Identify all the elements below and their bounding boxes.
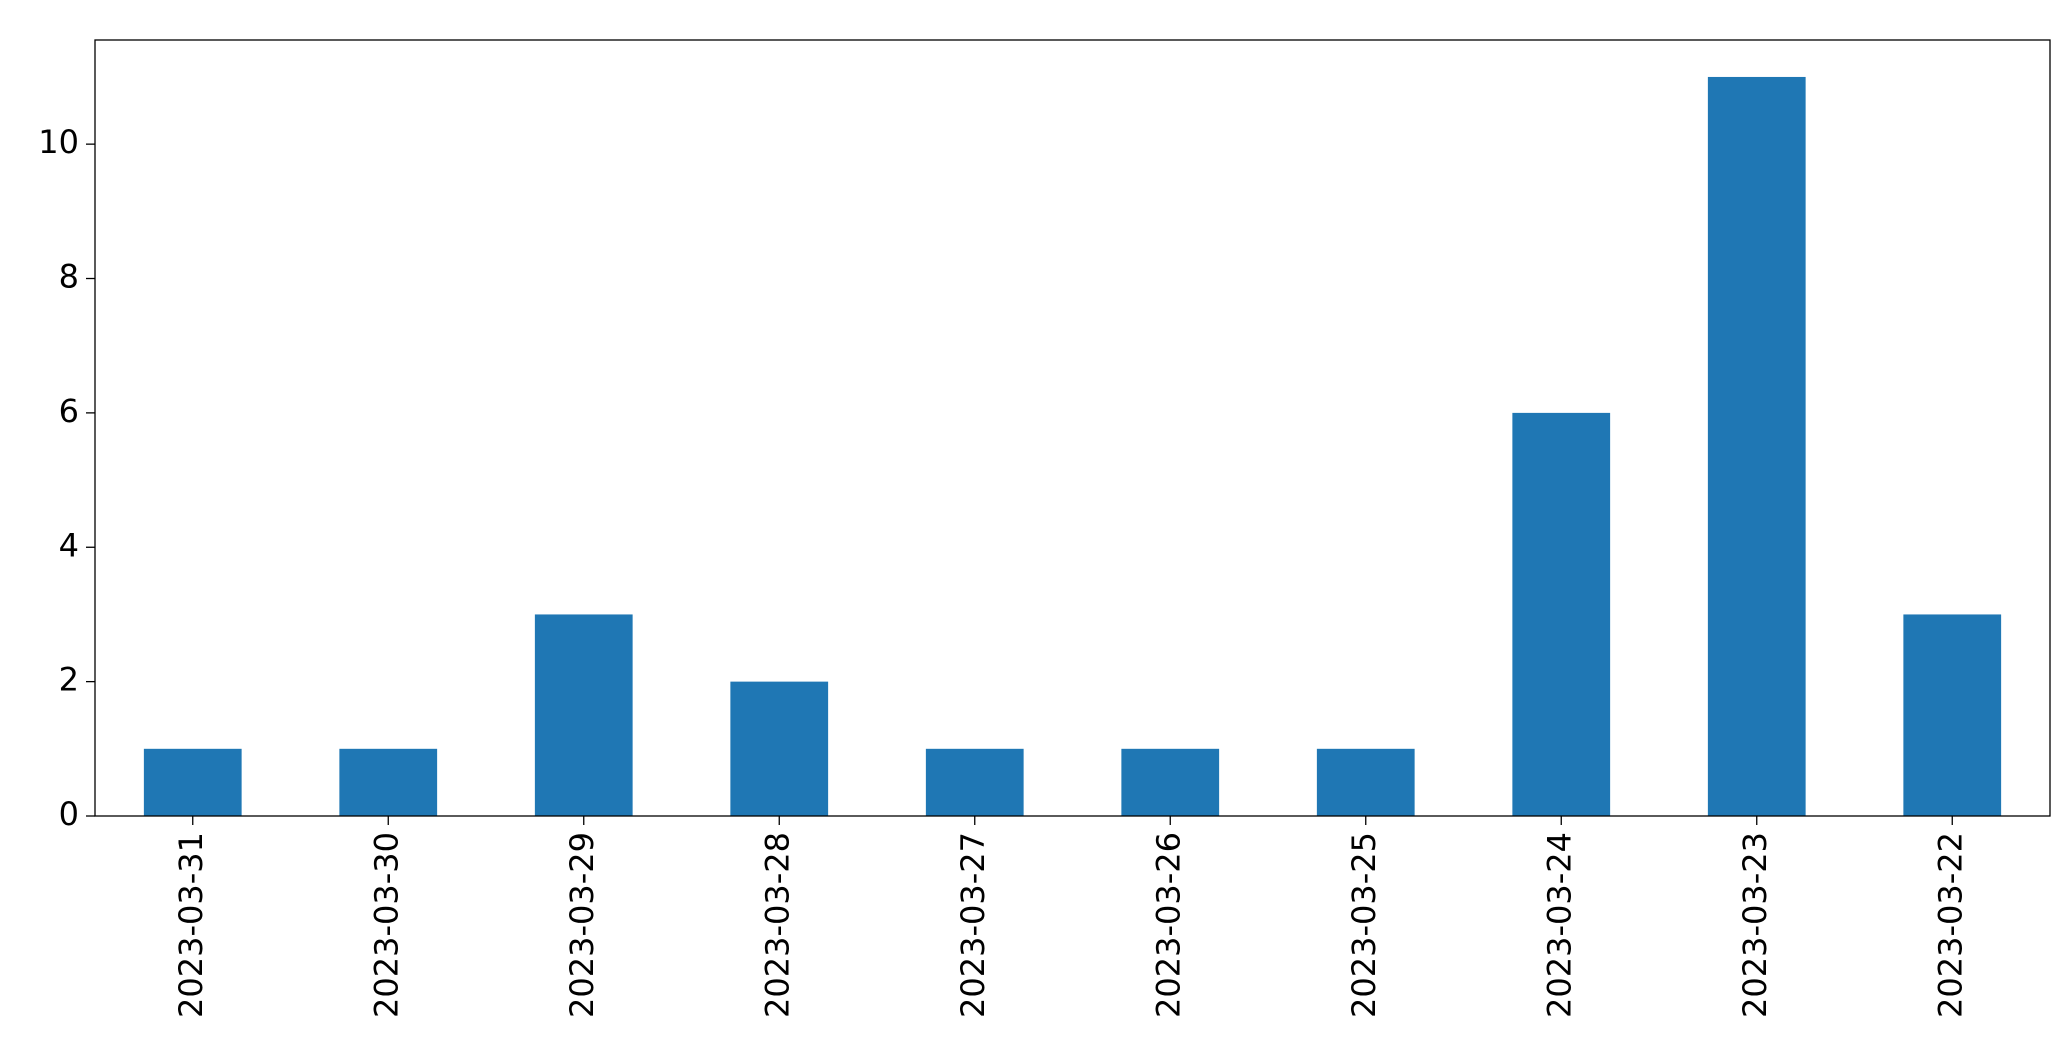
y-tick-label: 8 — [59, 258, 79, 296]
bar — [1512, 412, 1611, 816]
y-tick-label: 2 — [59, 661, 79, 699]
bar — [143, 748, 242, 816]
bar — [925, 748, 1024, 816]
x-tick-label: 2023-03-23 — [1736, 832, 1774, 1018]
bar — [1121, 748, 1220, 816]
y-tick-label: 6 — [59, 392, 79, 430]
x-tick-label: 2023-03-25 — [1345, 832, 1383, 1018]
bar — [1316, 748, 1415, 816]
x-tick-label: 2023-03-26 — [1149, 832, 1187, 1018]
bar — [1903, 614, 2002, 816]
x-tick-label: 2023-03-28 — [758, 832, 796, 1018]
bar — [534, 614, 633, 816]
x-tick-label: 2023-03-22 — [1931, 832, 1969, 1018]
x-tick-label: 2023-03-27 — [954, 832, 992, 1018]
x-tick-label: 2023-03-31 — [172, 832, 210, 1018]
x-tick-label: 2023-03-29 — [563, 832, 601, 1018]
plot-frame — [94, 39, 2051, 817]
bar — [339, 748, 438, 816]
bar — [730, 681, 829, 816]
bar — [1707, 76, 1806, 816]
y-tick-label: 4 — [59, 526, 79, 564]
x-tick-label: 2023-03-30 — [367, 832, 405, 1018]
x-tick-label: 2023-03-24 — [1540, 832, 1578, 1018]
y-tick-label: 0 — [59, 795, 79, 833]
y-tick-label: 10 — [38, 123, 79, 161]
